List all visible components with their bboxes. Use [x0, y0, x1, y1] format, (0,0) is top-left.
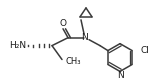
Text: H₂N: H₂N [9, 41, 27, 50]
Text: O: O [59, 19, 67, 28]
Text: N: N [117, 71, 123, 80]
Text: CH₃: CH₃ [65, 57, 80, 66]
Text: N: N [81, 33, 87, 42]
Text: Cl: Cl [140, 46, 149, 55]
